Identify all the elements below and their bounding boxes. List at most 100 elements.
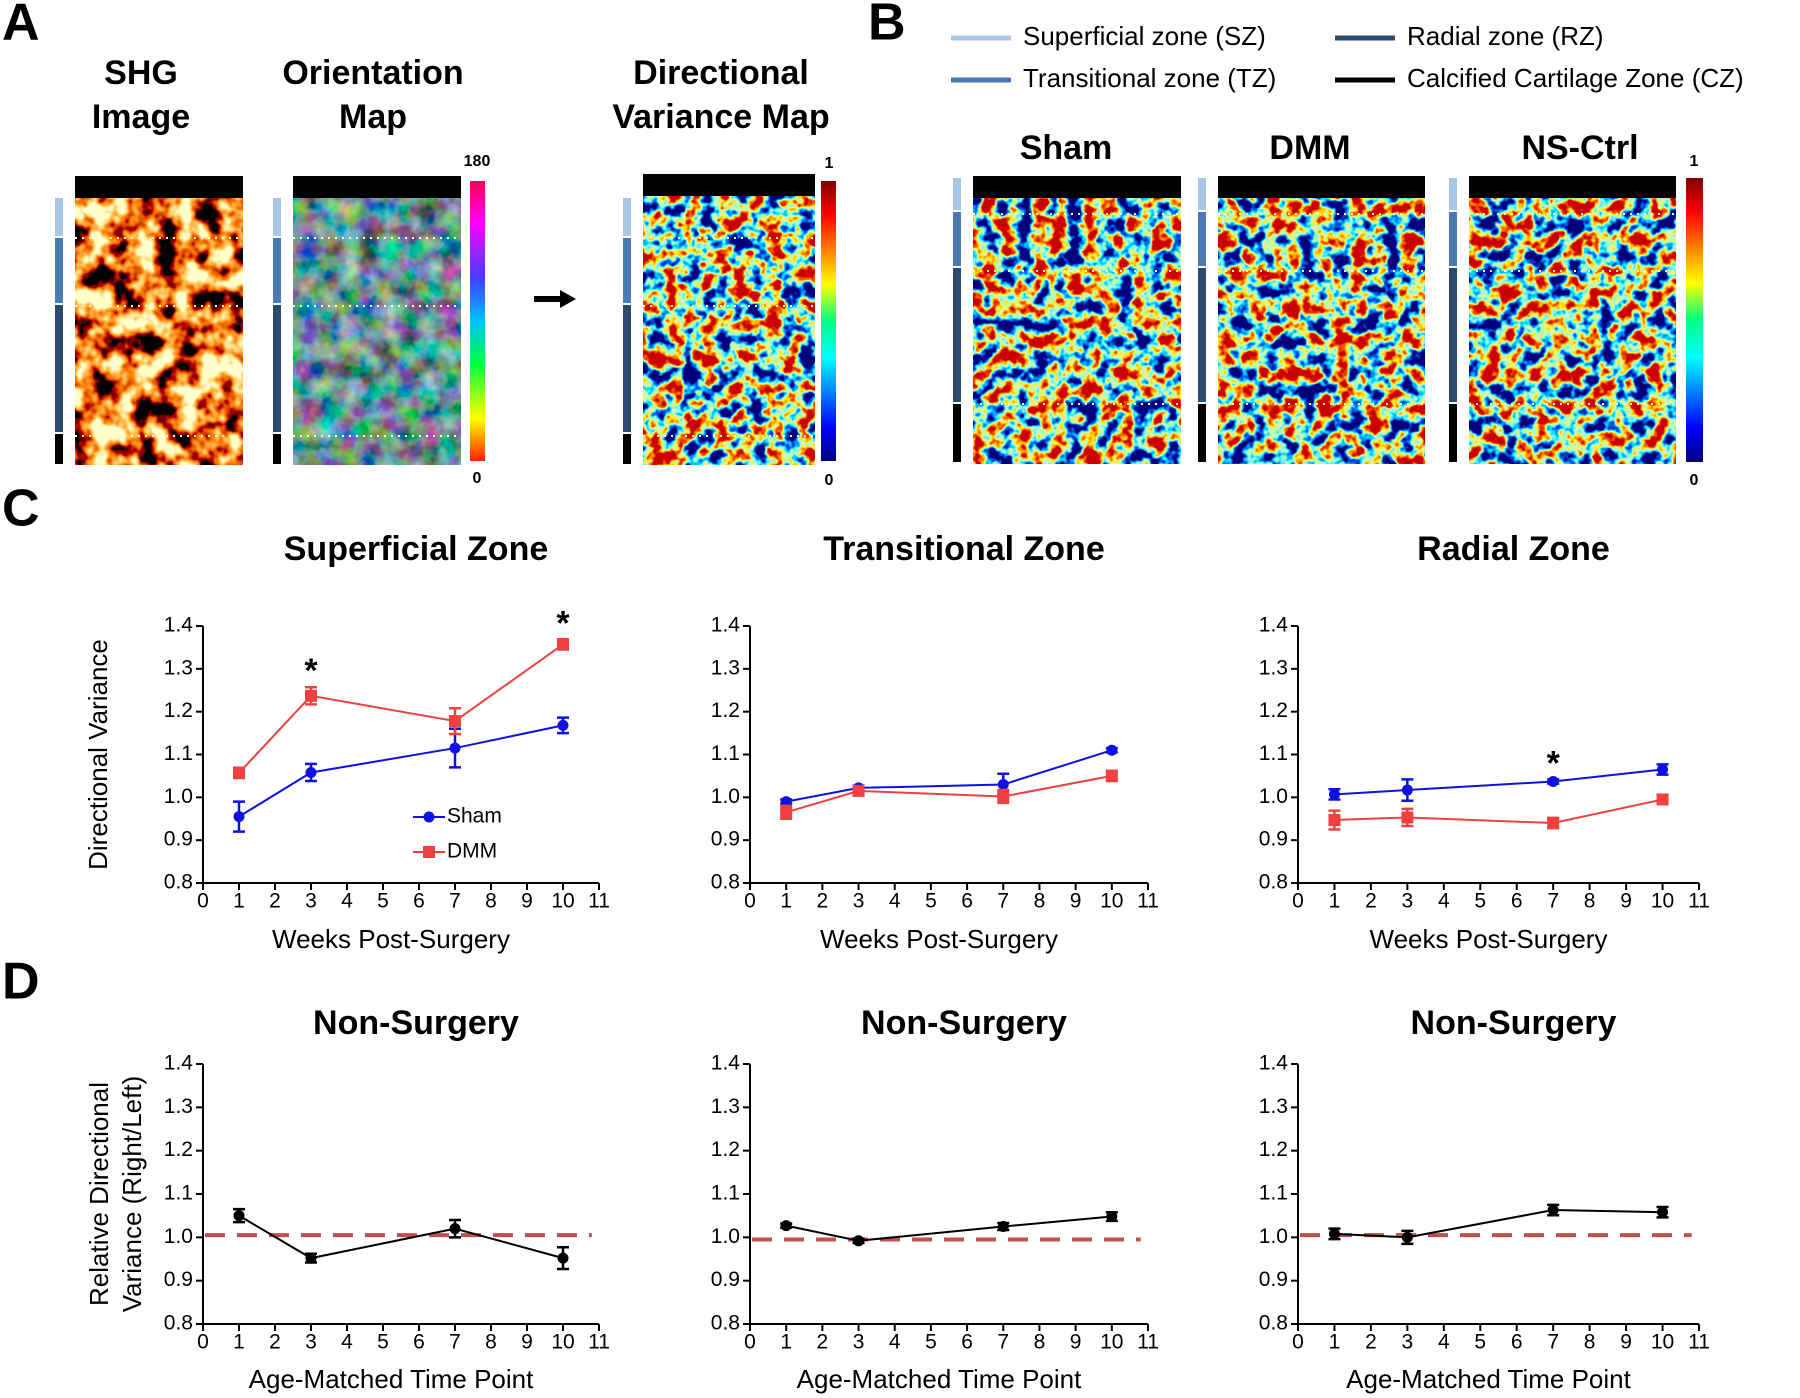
y-tick-label: 1.0 bbox=[1259, 785, 1288, 808]
y-tick-label: 1.3 bbox=[711, 656, 740, 679]
legend-label: DMM bbox=[447, 840, 497, 863]
zone-bar bbox=[1449, 268, 1457, 402]
point bbox=[449, 742, 461, 754]
y-tick-label: 1.3 bbox=[164, 656, 193, 679]
point bbox=[1328, 788, 1340, 800]
x-tick-label: 6 bbox=[961, 890, 973, 913]
point bbox=[1401, 1231, 1413, 1243]
chart-title: Non-Surgery bbox=[313, 1004, 519, 1042]
point bbox=[1105, 769, 1118, 782]
x-tick-label: 3 bbox=[1402, 890, 1414, 913]
x-tick-label: 8 bbox=[1584, 1331, 1596, 1354]
significance-marker: * bbox=[304, 652, 318, 690]
colorbar-label: 180 bbox=[464, 153, 491, 170]
x-tick-label: 7 bbox=[1547, 890, 1559, 913]
x-tick-label: 6 bbox=[1511, 890, 1523, 913]
series-line bbox=[785, 749, 1113, 803]
x-tick-label: 2 bbox=[817, 890, 829, 913]
x-tick-label: 10 bbox=[1651, 890, 1674, 913]
y-axis-label: Variance (Right/Left) bbox=[117, 1076, 147, 1313]
zone-bar bbox=[1198, 404, 1206, 462]
series-line bbox=[238, 1214, 564, 1260]
point bbox=[557, 1252, 569, 1264]
x-tick-label: 5 bbox=[925, 890, 937, 913]
x-tick-label: 3 bbox=[853, 890, 865, 913]
x-tick-label: 4 bbox=[1438, 1331, 1450, 1354]
x-tick-label: 0 bbox=[1292, 1331, 1304, 1354]
x-tick-label: 5 bbox=[377, 890, 389, 913]
zone-bar bbox=[55, 434, 63, 464]
point bbox=[1328, 1228, 1340, 1240]
point bbox=[853, 1235, 865, 1247]
colorbar-label: 0 bbox=[1690, 472, 1699, 489]
x-tick-label: 6 bbox=[961, 1331, 973, 1354]
chart-title: Superficial Zone bbox=[284, 530, 549, 568]
zone-bar bbox=[1198, 178, 1206, 210]
x-tick-label: 1 bbox=[780, 1331, 792, 1354]
point bbox=[1547, 1204, 1559, 1216]
zone-bar bbox=[273, 198, 281, 236]
x-tick-label: 1 bbox=[1329, 1331, 1341, 1354]
x-tick-label: 0 bbox=[1292, 890, 1304, 913]
series-line bbox=[1334, 768, 1663, 796]
x-tick-label: 11 bbox=[588, 1331, 610, 1354]
series-line bbox=[238, 724, 564, 818]
y-tick-label: 1.2 bbox=[711, 1138, 740, 1161]
x-tick-label: 5 bbox=[925, 1331, 937, 1354]
x-tick-label: 7 bbox=[449, 1331, 461, 1354]
x-tick-label: 7 bbox=[449, 890, 461, 913]
y-tick-label: 0.8 bbox=[164, 871, 193, 894]
image bbox=[643, 196, 815, 465]
x-tick-label: 4 bbox=[889, 1331, 901, 1354]
panel-label: C bbox=[2, 480, 40, 538]
zone-bar bbox=[953, 404, 961, 462]
point bbox=[233, 766, 245, 779]
y-tick-label: 0.9 bbox=[1259, 828, 1288, 851]
legend-label: Sham bbox=[447, 805, 502, 828]
legend-marker bbox=[423, 811, 435, 823]
y-tick-label: 0.8 bbox=[711, 871, 740, 894]
x-tick-label: 9 bbox=[1070, 890, 1082, 913]
image bbox=[1218, 198, 1425, 464]
point bbox=[233, 1210, 245, 1222]
x-tick-label: 10 bbox=[1651, 1331, 1674, 1354]
x-tick-label: 3 bbox=[305, 1331, 317, 1354]
significance-marker: * bbox=[1547, 744, 1561, 782]
y-tick-label: 1.2 bbox=[164, 1138, 193, 1161]
panel-label: A bbox=[2, 0, 40, 52]
x-tick-label: 2 bbox=[269, 890, 281, 913]
x-tick-label: 10 bbox=[1100, 890, 1123, 913]
x-axis-label: Weeks Post-Surgery bbox=[1370, 924, 1608, 954]
x-tick-label: 0 bbox=[197, 1331, 209, 1354]
arrow bbox=[534, 290, 576, 308]
x-tick-label: 8 bbox=[1034, 1331, 1046, 1354]
x-tick-label: 3 bbox=[305, 890, 317, 913]
zone-bar bbox=[623, 305, 631, 432]
image-title: NS-Ctrl bbox=[1521, 129, 1638, 167]
series-line bbox=[785, 1215, 1112, 1242]
point bbox=[1106, 1211, 1118, 1223]
y-tick-label: 0.9 bbox=[164, 828, 193, 851]
x-tick-label: 1 bbox=[233, 1331, 245, 1354]
zone-bar bbox=[55, 305, 63, 432]
x-tick-label: 3 bbox=[1402, 1331, 1414, 1354]
x-tick-label: 9 bbox=[521, 1331, 533, 1354]
legend-label: Calcified Cartilage Zone (CZ) bbox=[1407, 63, 1744, 93]
x-tick-label: 0 bbox=[744, 890, 756, 913]
x-tick-label: 1 bbox=[780, 890, 792, 913]
point bbox=[1547, 817, 1560, 830]
x-tick-label: 4 bbox=[1438, 890, 1450, 913]
x-axis-label: Weeks Post-Surgery bbox=[272, 924, 510, 954]
point bbox=[233, 811, 245, 823]
y-tick-label: 1.3 bbox=[1259, 1095, 1288, 1118]
image-title: Map bbox=[339, 98, 407, 136]
x-axis-label: Age-Matched Time Point bbox=[1346, 1364, 1631, 1394]
image-title: Sham bbox=[1020, 129, 1113, 167]
x-tick-label: 0 bbox=[197, 890, 209, 913]
y-tick-label: 1.2 bbox=[1259, 699, 1288, 722]
series-line bbox=[785, 774, 1113, 814]
colorbar bbox=[470, 181, 485, 461]
x-tick-label: 10 bbox=[551, 890, 574, 913]
series-line bbox=[1334, 798, 1663, 825]
